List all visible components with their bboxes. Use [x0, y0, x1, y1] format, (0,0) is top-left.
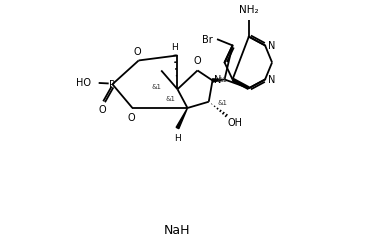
Text: H: H	[174, 133, 181, 142]
Text: &1: &1	[217, 99, 228, 105]
Text: HO: HO	[76, 78, 91, 88]
Text: O: O	[134, 47, 141, 57]
Text: H: H	[172, 43, 178, 52]
Text: Br: Br	[202, 35, 212, 45]
Text: O: O	[98, 105, 106, 115]
Polygon shape	[176, 109, 187, 129]
Text: &1: &1	[217, 77, 228, 83]
Text: NaH: NaH	[164, 223, 191, 236]
Text: O: O	[194, 56, 201, 66]
Text: N: N	[268, 75, 275, 85]
Text: N: N	[214, 75, 222, 85]
Text: P: P	[109, 80, 116, 90]
Text: NH₂: NH₂	[239, 5, 259, 15]
Polygon shape	[212, 80, 225, 83]
Text: N: N	[268, 41, 275, 51]
Text: OH: OH	[228, 118, 242, 128]
Text: O: O	[127, 113, 135, 123]
Text: &1: &1	[151, 84, 161, 90]
Text: &1: &1	[166, 96, 176, 102]
